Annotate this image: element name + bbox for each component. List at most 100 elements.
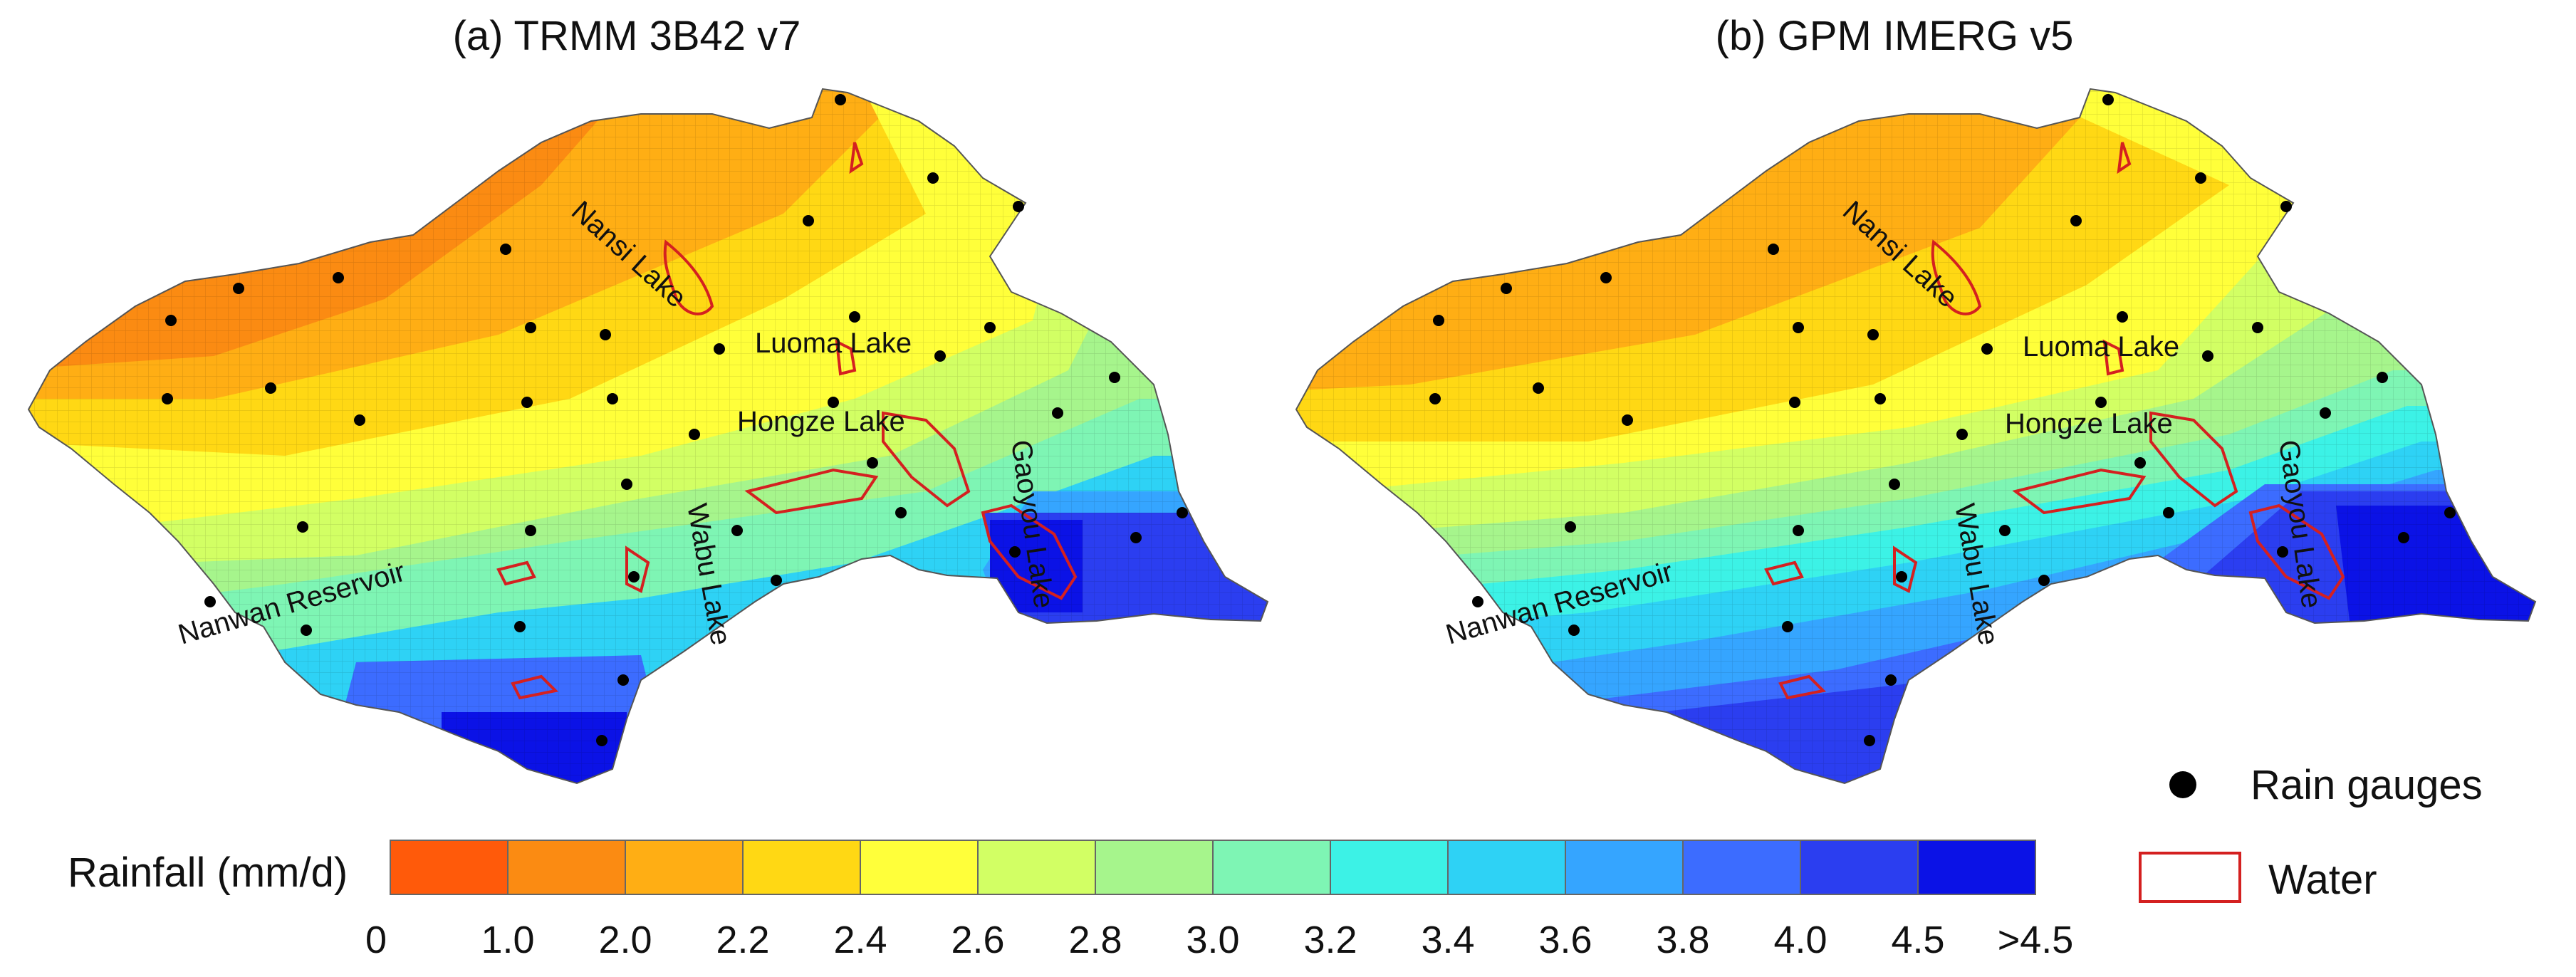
- rain-gauge: [1889, 479, 1900, 490]
- colorbar-swatch: [625, 840, 744, 895]
- colorbar-tick-label: 4.0: [1773, 919, 1827, 961]
- colorbar-tick-label: 1.0: [481, 919, 534, 961]
- water-body: [496, 560, 536, 586]
- colorbar-tick-label: 3.0: [1186, 919, 1239, 961]
- rain-gauge: [628, 571, 640, 582]
- rain-gauge-symbol: [2169, 771, 2196, 798]
- rain-gauge: [2320, 407, 2331, 419]
- rain-gauge: [1864, 735, 1875, 746]
- colorbar-tick-label: 2.2: [716, 919, 769, 961]
- rain-gauge: [1981, 343, 1993, 355]
- grid-cells-a: [28, 89, 1268, 783]
- grid-cells-b: [1296, 89, 2535, 783]
- water-body: [2117, 142, 2132, 174]
- colorbar-swatches: [390, 840, 2036, 895]
- rain-gauge: [1501, 283, 1512, 294]
- rain-gauge: [927, 172, 939, 184]
- rain-gauge: [1789, 397, 1800, 408]
- rain-gauge: [165, 315, 177, 326]
- rain-gauge: [731, 525, 743, 536]
- lake-label-hongze: Hongze Lake: [737, 406, 905, 437]
- rain-gauge: [233, 283, 244, 294]
- map-legend: Rain gauges Water: [2139, 762, 2483, 903]
- rain-gauges-b: [1429, 94, 2456, 746]
- colorbar-tick-label: 4.5: [1891, 919, 1944, 961]
- water-symbol: [2139, 852, 2241, 903]
- rain-gauge: [835, 94, 846, 105]
- rain-gauge: [2102, 94, 2114, 105]
- rain-gauge: [617, 674, 629, 686]
- colorbar-swatch: [390, 840, 509, 895]
- rain-gauge: [521, 397, 533, 408]
- rain-gauge: [867, 457, 878, 469]
- colorbar-tick-label: 3.8: [1656, 919, 1709, 961]
- colorbar-tick-label: 3.2: [1303, 919, 1357, 961]
- colorbar-swatch: [1800, 840, 1919, 895]
- rain-gauge: [2202, 350, 2213, 362]
- colorbar-tick-label: 2.6: [951, 919, 1004, 961]
- water-bodies-a: [496, 142, 1078, 700]
- rain-gauge: [2195, 172, 2206, 184]
- rain-gauge: [2280, 201, 2292, 212]
- rain-gauge: [803, 215, 814, 226]
- rain-gauge: [596, 735, 608, 746]
- rain-gauges-a: [162, 94, 1188, 746]
- rain-gauge: [2038, 575, 2050, 586]
- rain-gauge: [2163, 507, 2174, 518]
- rain-gauge: [1568, 625, 1580, 636]
- rain-gauge: [1999, 525, 2011, 536]
- water-body: [2248, 503, 2345, 600]
- water-body: [511, 674, 559, 700]
- rain-gauge: [354, 414, 365, 426]
- water-body: [1931, 239, 1982, 315]
- colorbar-swatch: [507, 840, 626, 895]
- rain-gauge: [1429, 393, 1441, 404]
- rain-gauge: [2095, 397, 2107, 408]
- colorbar-tick-label: 0: [365, 919, 387, 961]
- rainfall-field-b: [1296, 89, 2535, 783]
- rain-gauge: [1109, 372, 1120, 383]
- rain-gauge: [771, 575, 782, 586]
- panel-trmm: (a) TRMM 3B42 v7 Nansi Lake Luoma Lake H…: [28, 13, 1268, 784]
- colorbar-swatch: [860, 840, 979, 895]
- rain-gauge: [849, 311, 860, 323]
- colorbar-tick-label: 2.0: [598, 919, 652, 961]
- rain-gauge: [2252, 322, 2263, 333]
- rain-gauge: [984, 322, 996, 333]
- rain-gauge: [500, 244, 511, 255]
- rain-gauge: [1622, 414, 1633, 426]
- rain-gauge: [525, 322, 536, 333]
- colorbar-swatch: [977, 840, 1096, 895]
- rain-gauge: [2117, 311, 2128, 323]
- rain-gauge: [895, 507, 907, 518]
- rain-gauge: [828, 397, 839, 408]
- water-body: [744, 468, 879, 515]
- rain-gauge: [301, 625, 312, 636]
- rain-gauges-label: Rain gauges: [2251, 762, 2483, 808]
- colorbar-tick-label: 3.6: [1538, 919, 1592, 961]
- rain-gauge: [2398, 532, 2409, 543]
- rain-gauge: [1009, 546, 1021, 558]
- rain-gauge: [1433, 315, 1444, 326]
- water-body: [2102, 339, 2124, 376]
- rain-gauge: [1793, 322, 1804, 333]
- colorbar-ticks: 0 1.0 2.0 2.2 2.4 2.6 2.8 3.0 3.2 3.4 3.6 3.8 4.0 4.5…: [365, 919, 2073, 961]
- colorbar-swatch: [742, 840, 861, 895]
- colorbar: Rainfall (mm/d) 0 1.0 2.0 2.2 2.4 2.6 2.8 3.0 3.…: [68, 840, 2073, 961]
- water-body: [2012, 468, 2147, 515]
- rain-gauge: [621, 479, 632, 490]
- rain-gauge: [1600, 272, 1612, 283]
- rainfall-field-a: [28, 89, 1268, 783]
- lake-label-luoma: Luoma Lake: [755, 328, 912, 359]
- colorbar-swatch: [1212, 840, 1331, 895]
- colorbar-tick-label: 2.8: [1068, 919, 1122, 961]
- colorbar-tick-label: 2.4: [833, 919, 887, 961]
- rain-gauge: [1768, 244, 1779, 255]
- water-body: [1778, 674, 1827, 700]
- water-body: [835, 339, 857, 376]
- water-body: [882, 411, 971, 508]
- rain-gauge: [1472, 596, 1483, 607]
- rain-gauge: [265, 382, 276, 394]
- rain-gauge: [1565, 521, 1576, 533]
